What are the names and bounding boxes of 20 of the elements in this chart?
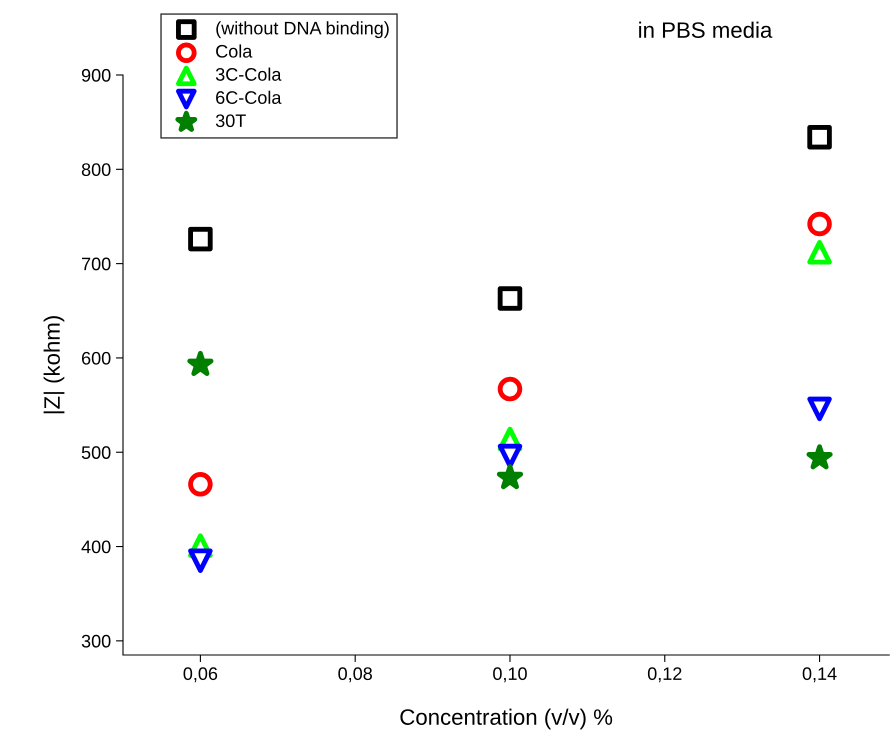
y-tick-label: 800 <box>82 163 110 176</box>
y-tick-label: 900 <box>82 68 110 82</box>
x-tick-label: 0,14 <box>802 667 837 682</box>
legend-label: 30T <box>216 114 246 128</box>
x-axis-title: Concentration (v/v) % <box>400 708 612 730</box>
legend-label: 3C-Cola <box>216 68 282 81</box>
y-axis-title: |Z| (kohm) <box>44 316 64 414</box>
x-tick-label: 0,08 <box>338 667 372 682</box>
text: in PBS media <box>639 22 772 38</box>
y-tick-label: 700 <box>82 258 110 270</box>
y-tick-label: 500 <box>82 446 110 459</box>
legend-label: Cola <box>216 44 252 58</box>
legend-label: 6C-Cola <box>216 90 282 104</box>
y-tick-label: 400 <box>81 540 110 554</box>
y-tick-label: 600 <box>82 352 110 365</box>
x-tick-label: 0,12 <box>648 667 682 682</box>
x-tick-label: 0,10 <box>493 667 527 682</box>
x-tick-label: 0,06 <box>184 667 218 682</box>
y-tick-label: 300 <box>82 634 110 648</box>
legend-label: (without DNA binding) <box>216 21 389 38</box>
